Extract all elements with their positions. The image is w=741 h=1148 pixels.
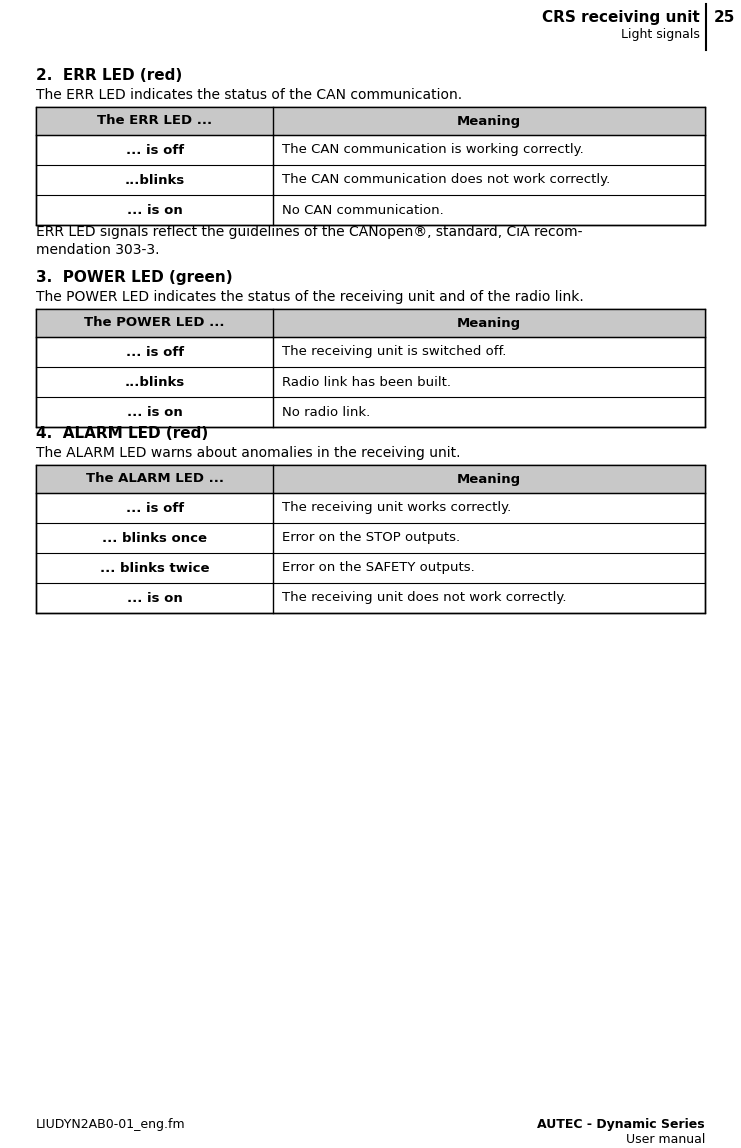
Text: The CAN communication is working correctly.: The CAN communication is working correct… [282,144,584,156]
Bar [36,465,705,613]
Text: ... is on: ... is on [127,203,182,217]
Text: Meaning: Meaning [457,473,522,486]
Text: The ERR LED ...: The ERR LED ... [97,115,213,127]
Text: User manual: User manual [625,1133,705,1146]
Text: The ERR LED indicates the status of the CAN communication.: The ERR LED indicates the status of the … [36,88,462,102]
Text: ... blinks twice: ... blinks twice [100,561,210,574]
Text: 3.  POWER LED (green): 3. POWER LED (green) [36,270,233,285]
Text: The POWER LED ...: The POWER LED ... [84,317,225,329]
Text: AUTEC - Dynamic Series: AUTEC - Dynamic Series [537,1118,705,1131]
Text: 25: 25 [714,10,735,25]
Text: The receiving unit works correctly.: The receiving unit works correctly. [282,502,512,514]
Bar [36,309,705,338]
Text: mendation 303-3.: mendation 303-3. [36,243,159,257]
Text: ...blinks: ...blinks [124,173,185,186]
Text: LIUDYN2AB0-01_eng.fm: LIUDYN2AB0-01_eng.fm [36,1118,186,1131]
Text: The receiving unit does not work correctly.: The receiving unit does not work correct… [282,591,567,605]
Text: Error on the SAFETY outputs.: Error on the SAFETY outputs. [282,561,475,574]
Text: The ALARM LED warns about anomalies in the receiving unit.: The ALARM LED warns about anomalies in t… [36,447,460,460]
Text: Meaning: Meaning [457,115,522,127]
Text: Radio link has been built.: Radio link has been built. [282,375,451,388]
Text: Light signals: Light signals [621,28,700,41]
Text: CRS receiving unit: CRS receiving unit [542,10,700,25]
Text: 2.  ERR LED (red): 2. ERR LED (red) [36,68,182,83]
Text: ... is on: ... is on [127,591,182,605]
Bar [36,309,705,427]
Text: ...blinks: ...blinks [124,375,185,388]
Text: No radio link.: No radio link. [282,405,370,419]
Text: ... is off: ... is off [126,502,184,514]
Text: The POWER LED indicates the status of the receiving unit and of the radio link.: The POWER LED indicates the status of th… [36,290,584,304]
Bar [36,107,705,225]
Text: The receiving unit is switched off.: The receiving unit is switched off. [282,346,507,358]
Text: Meaning: Meaning [457,317,522,329]
Bar [36,465,705,492]
Text: Error on the STOP outputs.: Error on the STOP outputs. [282,532,461,544]
Text: ... is off: ... is off [126,346,184,358]
Text: ... is off: ... is off [126,144,184,156]
Text: No CAN communication.: No CAN communication. [282,203,445,217]
Text: ERR LED signals reflect the guidelines of the CANopen®, standard, CiA recom-: ERR LED signals reflect the guidelines o… [36,225,582,239]
Text: ... is on: ... is on [127,405,182,419]
Text: The CAN communication does not work correctly.: The CAN communication does not work corr… [282,173,611,186]
Text: ... blinks once: ... blinks once [102,532,207,544]
Text: 4.  ALARM LED (red): 4. ALARM LED (red) [36,426,208,441]
Bar [36,107,705,135]
Text: The ALARM LED ...: The ALARM LED ... [86,473,224,486]
